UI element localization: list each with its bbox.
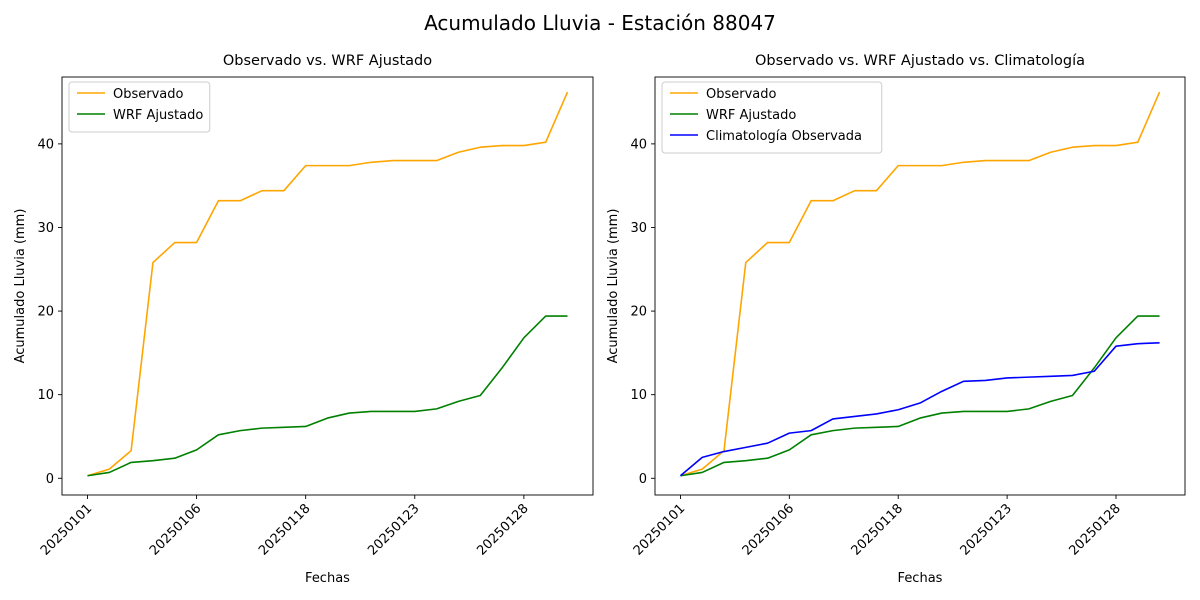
series-line-3 [679,342,1160,477]
y-tick-label: 40 [630,137,647,152]
legend: Observado WRF Ajustado [68,81,211,133]
y-tick-label: 40 [37,137,54,152]
x-tick-label: 20250106 [740,501,797,558]
y-tick-label: 0 [639,472,647,487]
y-tick-label: 0 [46,472,54,487]
x-axis-label: Fechas [305,571,350,586]
legend-label: Observado [706,87,777,102]
x-tick-label: 20250128 [474,501,531,558]
series-line-1 [87,91,569,477]
panel-title: Observado vs. WRF Ajustado [223,53,432,69]
series-line-2 [87,315,568,477]
series-line-1 [680,91,1161,477]
x-tick-label: 20250101 [38,501,95,558]
x-tick-label: 20250101 [631,501,688,558]
plot-frame [61,76,594,496]
plot-frame [654,76,1186,496]
x-tick-label: 20250106 [147,501,204,558]
x-tick-label: 20250123 [365,501,422,558]
y-tick-label: 30 [37,221,54,236]
legend-label: WRF Ajustado [113,108,203,123]
legend-box [661,81,883,154]
legend-label: WRF Ajustado [706,108,796,123]
x-axis-label: Fechas [898,571,943,586]
legend: Observado WRF Ajustado Climatología Observ… [661,81,883,154]
x-tick-label: 20250123 [958,501,1015,558]
y-tick-label: 30 [630,221,647,236]
x-tick-label: 20250118 [849,501,906,558]
y-tick-label: 20 [630,305,647,320]
legend-box [68,81,211,133]
panel-title: Observado vs. WRF Ajustado vs. Climatolo… [755,53,1085,69]
series-line-2 [680,315,1160,477]
y-tick-label: 20 [37,305,54,320]
y-tick-label: 10 [630,388,647,403]
x-tick-label: 20250118 [256,501,313,558]
x-tick-label: 20250128 [1066,501,1123,558]
figure-title: Acumulado Lluvia - Estación 88047 [424,11,776,35]
y-axis-label: Acumulado Lluvia (mm) [606,209,621,364]
y-axis-label: Acumulado Lluvia (mm) [13,209,28,364]
y-tick-label: 10 [37,388,54,403]
chart-panel-2: 0 10 20 30 40 20250101 20250106 20250118 2025012… [606,53,1186,586]
legend-label: Observado [113,87,184,102]
legend-label: Climatología Observada [706,129,862,144]
chart-panel-1: 0 10 20 30 40 20250101 20250106 20250118 2025012… [13,53,594,586]
